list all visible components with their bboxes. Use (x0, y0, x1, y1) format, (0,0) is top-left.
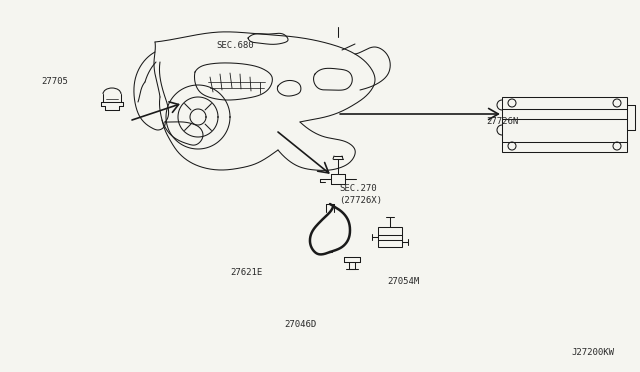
Text: 27705: 27705 (42, 77, 68, 86)
Text: 27726N: 27726N (486, 118, 518, 126)
Text: 27054M: 27054M (387, 278, 419, 286)
Text: (27726X): (27726X) (339, 196, 382, 205)
Bar (378, 227, 402, 247)
Text: J27200KW: J27200KW (572, 348, 614, 357)
Bar (502, 97, 627, 152)
Text: SEC.270: SEC.270 (339, 185, 377, 193)
Text: 27621E: 27621E (230, 268, 262, 277)
Text: SEC.680: SEC.680 (216, 41, 254, 50)
Text: 27046D: 27046D (285, 320, 317, 329)
